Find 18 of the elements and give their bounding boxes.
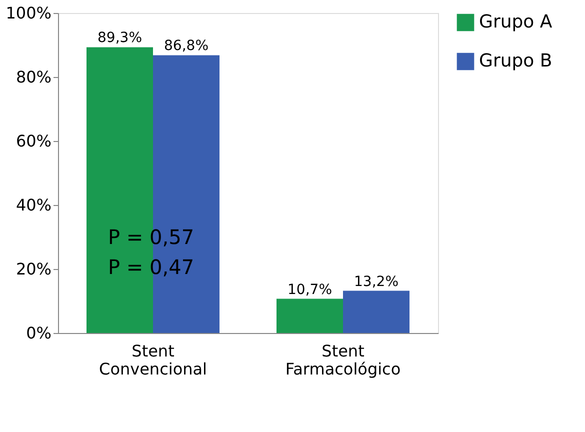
y-tick-label: 60% <box>16 132 52 150</box>
data-label: 89,3% <box>98 30 142 46</box>
y-tick-label: 100% <box>6 4 52 22</box>
data-label: 10,7% <box>288 282 332 298</box>
legend-label: Grupo B <box>479 50 552 72</box>
annotation: P = 0,47 <box>108 255 194 279</box>
data-label: 86,8% <box>164 38 208 54</box>
x-tick-label: Stent Farmacológico <box>285 342 401 378</box>
y-tick-label: 80% <box>16 68 52 86</box>
y-tick-label: 0% <box>26 324 52 342</box>
y-tick-label: 40% <box>16 196 52 214</box>
annotation: P = 0,57 <box>108 225 194 249</box>
y-tick-label: 20% <box>16 260 52 278</box>
data-label: 13,2% <box>354 274 398 290</box>
bar <box>343 290 410 333</box>
x-tick-label: Stent Convencional <box>99 342 207 378</box>
legend-label: Grupo A <box>479 12 553 32</box>
bar <box>276 298 343 333</box>
